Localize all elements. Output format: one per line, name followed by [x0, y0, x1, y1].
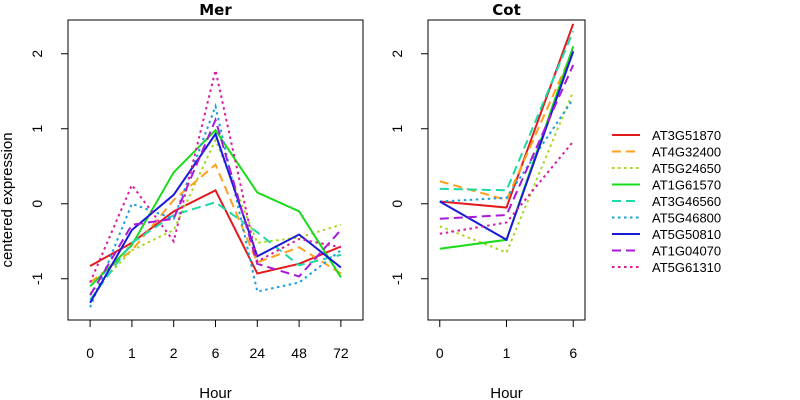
- y-tick-label: 1: [29, 125, 45, 133]
- x-tick-label: 2: [170, 345, 178, 361]
- series-line-at3g46560: [439, 30, 575, 192]
- y-tick-label: 1: [389, 125, 405, 133]
- x-tick-label: 0: [86, 345, 94, 361]
- x-axis-label: Hour: [199, 385, 232, 400]
- legend-label: AT3G51870: [652, 128, 721, 143]
- legend-label: AT5G61310: [652, 260, 721, 275]
- panel-mer: Mer 0 1 2 6 24 48 72 Hour -1 0 1 2: [29, 1, 364, 400]
- legend-label: AT5G24650: [652, 161, 721, 176]
- legend-label: AT3G46560: [652, 194, 721, 209]
- series-line-at4g32400: [89, 163, 342, 284]
- y-tick-label: 2: [29, 50, 45, 58]
- series-line-at1g04070: [89, 116, 342, 296]
- x-tick-label: 72: [333, 345, 349, 361]
- y-axis-label: centered expression: [0, 132, 16, 267]
- series-line-at1g61570: [89, 128, 342, 288]
- y-tick-label: -1: [389, 272, 405, 285]
- series-line-at1g04070: [439, 64, 575, 220]
- series-line-at5g24650: [439, 90, 575, 254]
- legend-label: AT5G50810: [652, 227, 721, 242]
- x-tick-label: 24: [250, 345, 266, 361]
- x-tick-label: 6: [212, 345, 220, 361]
- series-line-at5g61310: [89, 70, 342, 283]
- y-tick-label: 0: [389, 200, 405, 208]
- series-line-at5g24650: [89, 137, 342, 295]
- x-tick-label: 6: [569, 345, 577, 361]
- legend-label: AT1G61570: [652, 178, 721, 193]
- panel-title: Cot: [492, 1, 520, 19]
- legend-label: AT1G04070: [652, 244, 721, 259]
- plot-frame: [67, 19, 364, 321]
- plot-frame: [427, 19, 586, 321]
- series-line-at5g61310: [439, 140, 574, 235]
- series-line-at5g46800: [439, 98, 575, 203]
- x-tick-label: 1: [503, 345, 511, 361]
- series-line-at3g51870: [439, 23, 575, 209]
- series-line-at5g46800: [89, 102, 342, 308]
- series-line-at4g32400: [439, 49, 575, 202]
- panel-cot: Cot 0 1 6 Hour -1 0 1 2: [389, 1, 586, 400]
- legend-label: AT5G46800: [652, 211, 721, 226]
- legend-label: AT4G32400: [652, 145, 721, 160]
- series-line-at3g46560: [89, 201, 342, 301]
- panel-title: Mer: [199, 1, 232, 19]
- x-tick-label: 48: [291, 345, 307, 361]
- x-tick-label: 0: [436, 345, 444, 361]
- x-axis-label: Hour: [490, 385, 523, 400]
- y-tick-label: -1: [29, 272, 45, 285]
- y-tick-label: 0: [29, 200, 45, 208]
- y-tick-label: 2: [389, 50, 405, 58]
- x-tick-label: 1: [128, 345, 136, 361]
- series-line-at5g50810: [89, 131, 342, 304]
